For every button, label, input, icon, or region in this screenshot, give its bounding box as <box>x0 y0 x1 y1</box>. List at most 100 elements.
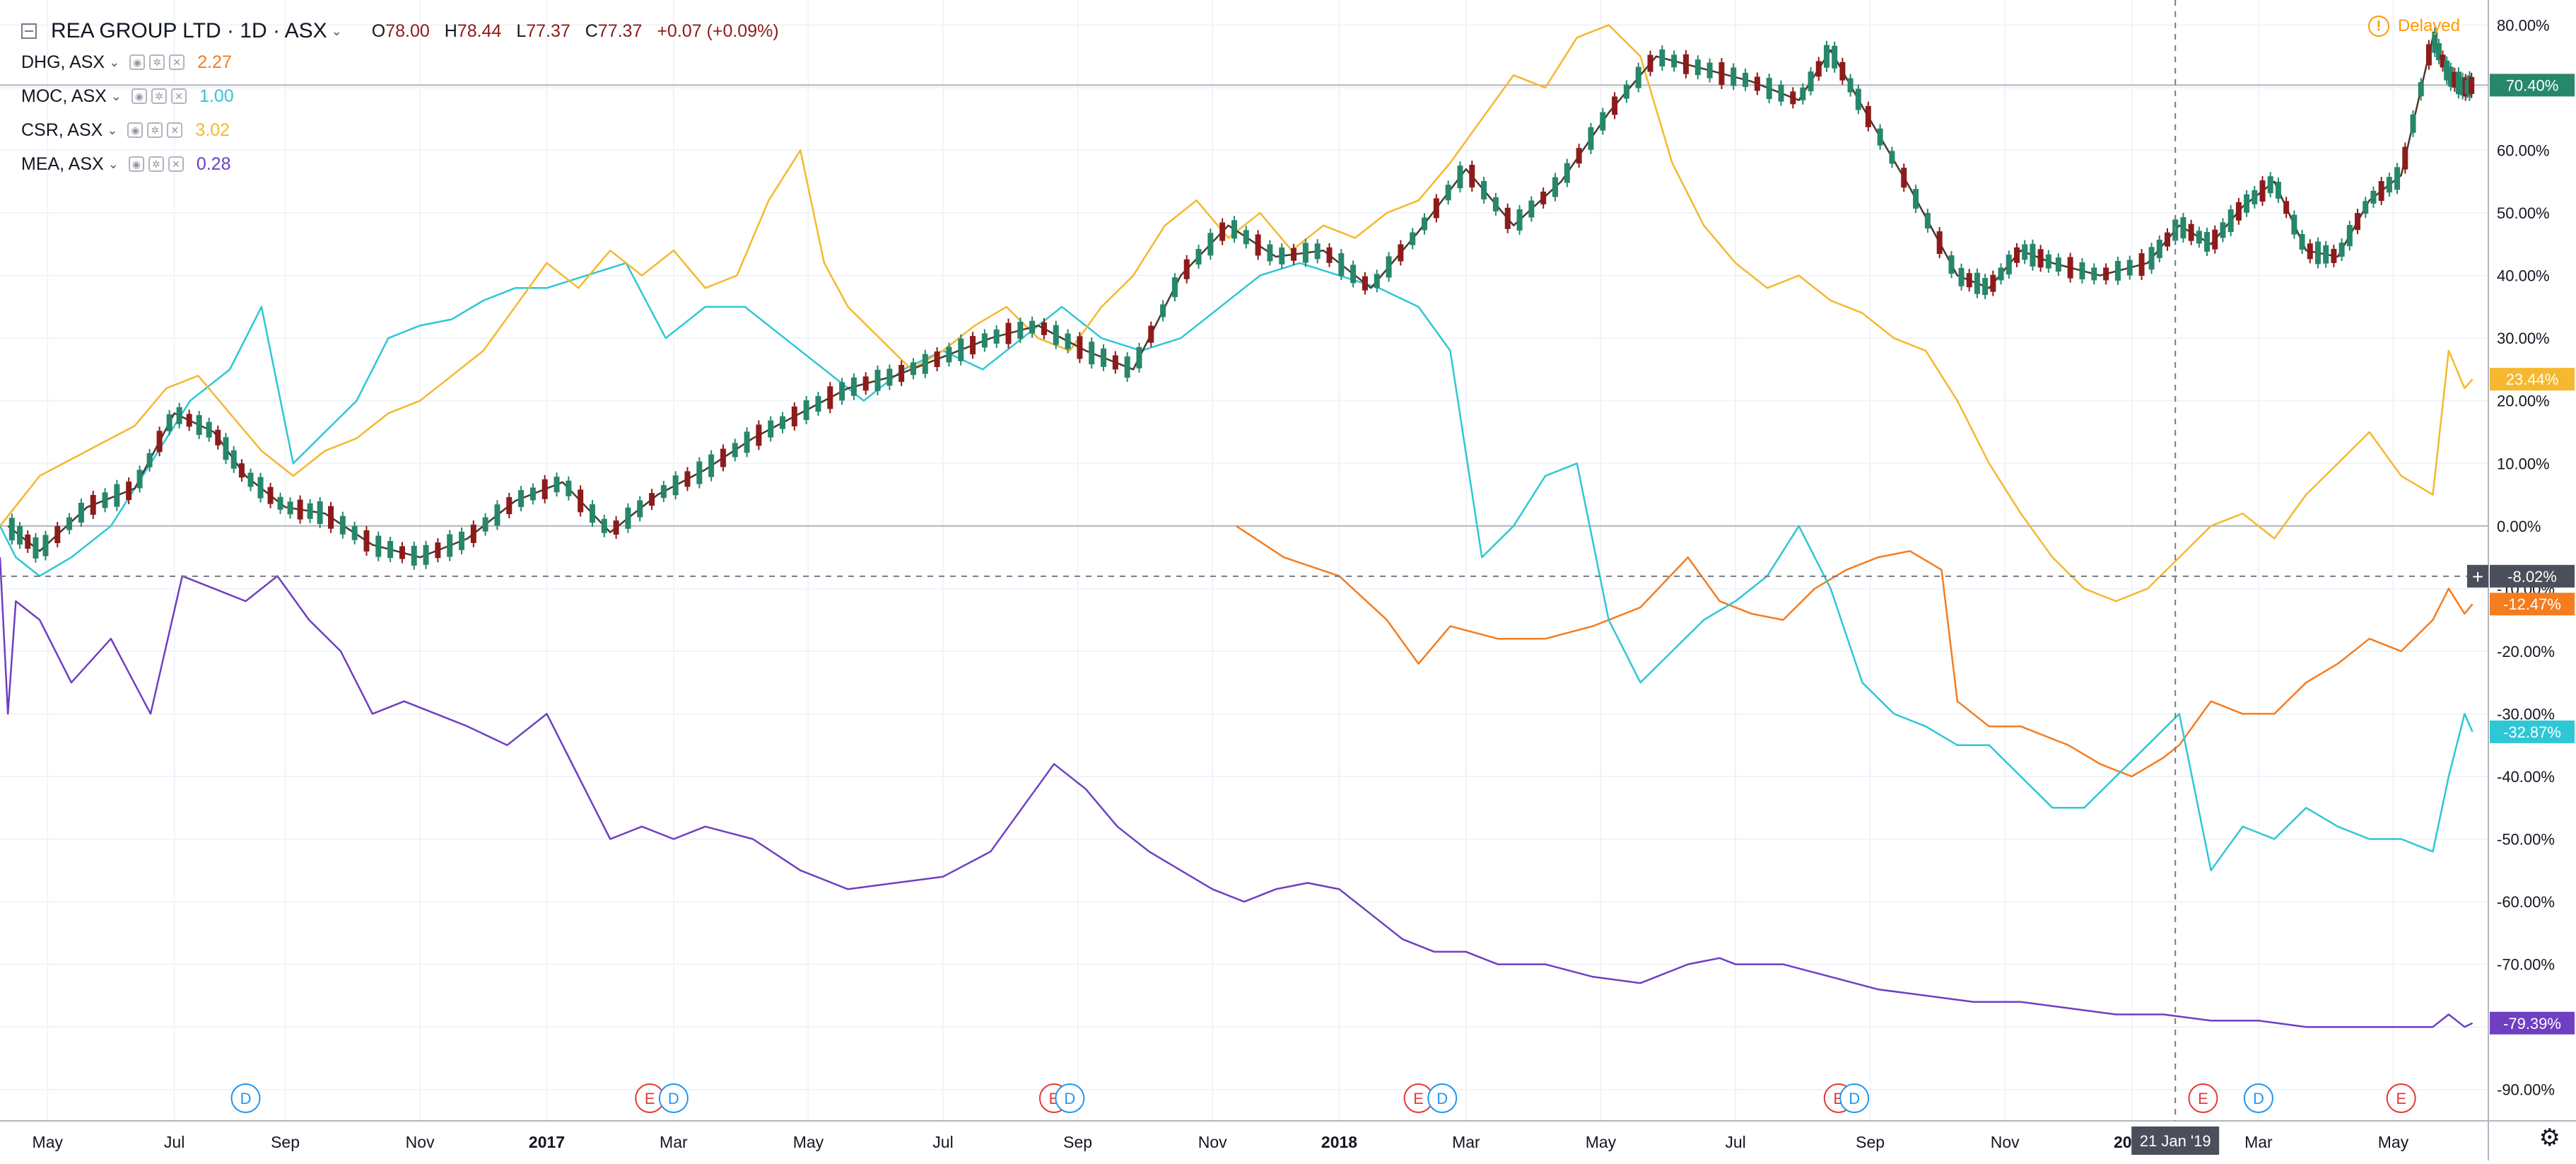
candle-body <box>1576 148 1582 164</box>
close-icon[interactable]: ✕ <box>170 88 187 104</box>
candle-body <box>696 461 703 484</box>
candle-body <box>1171 277 1178 298</box>
last-value-label: 23.44% <box>2506 371 2559 388</box>
chevron-down-icon[interactable]: ⌄ <box>331 23 342 38</box>
legend-item-csr[interactable]: CSR, ASX ⌄ ◉ ✲ ✕ 3.02 <box>21 113 789 147</box>
candle-body <box>910 362 916 376</box>
candle-body <box>2196 231 2202 244</box>
legend-value: 3.02 <box>195 120 230 140</box>
candle-body <box>277 496 283 510</box>
crosshair-plus-button <box>2467 564 2488 588</box>
candle-body <box>2022 244 2028 260</box>
legend-value: 1.00 <box>199 86 234 106</box>
last-value-label: -12.47% <box>2503 595 2561 613</box>
candle-body <box>1350 264 1357 284</box>
y-tick-label: -60.00% <box>2497 893 2555 911</box>
candle-body <box>1410 232 1416 245</box>
candle-body <box>206 421 212 438</box>
candle-body <box>54 525 61 543</box>
candle-body <box>1291 248 1297 261</box>
gear-icon[interactable]: ✲ <box>147 122 163 138</box>
candle-body <box>126 481 132 500</box>
close-icon[interactable]: ✕ <box>169 54 185 70</box>
legend-value: 2.27 <box>197 52 232 72</box>
legend-item-dhg[interactable]: DHG, ASX ⌄ ◉ ✲ ✕ 2.27 <box>21 45 789 79</box>
candle-body <box>351 525 358 540</box>
candle-body <box>1877 128 1883 146</box>
candle-body <box>541 479 548 499</box>
eye-icon[interactable]: ◉ <box>127 122 144 138</box>
candle-body <box>2444 60 2450 81</box>
y-tick-label: -20.00% <box>2497 643 2555 660</box>
candle-body <box>102 492 108 508</box>
x-tick-label: May <box>2378 1133 2409 1151</box>
eye-icon[interactable]: ◉ <box>129 54 146 70</box>
candle-body <box>146 453 153 467</box>
candle-body <box>2259 180 2266 202</box>
candle-body <box>1136 347 1142 368</box>
candle-body <box>578 489 584 513</box>
candle-body <box>447 534 453 557</box>
candle-body <box>1754 76 1760 91</box>
x-tick-label: Sep <box>1063 1133 1092 1151</box>
crosshair-y-label-bg <box>2490 564 2575 588</box>
x-tick-label: May <box>1586 1133 1617 1151</box>
candle-body <box>1255 234 1261 256</box>
candle-body <box>1398 244 1404 262</box>
low-label: L <box>516 21 527 41</box>
candle-body <box>2045 254 2051 269</box>
candle-body <box>2103 267 2109 281</box>
candle-body <box>1160 304 1166 318</box>
eye-icon[interactable]: ◉ <box>131 88 147 104</box>
candle-body <box>1924 213 1931 229</box>
candle-body <box>297 499 303 520</box>
candle-body <box>2244 194 2250 213</box>
series-line-moc <box>0 262 2473 872</box>
candle-body <box>2164 232 2170 247</box>
candle-body <box>839 382 845 401</box>
chevron-down-icon[interactable]: ⌄ <box>107 122 118 137</box>
gear-icon[interactable]: ✲ <box>151 88 167 104</box>
collapse-icon[interactable] <box>21 23 37 39</box>
eye-icon[interactable]: ◉ <box>128 156 144 172</box>
legend-symbol-name[interactable]: DHG, ASX <box>21 52 105 72</box>
close-icon[interactable]: ✕ <box>167 122 183 138</box>
delayed-indicator[interactable]: ! Delayed <box>2367 16 2460 37</box>
last-value-badge <box>2490 368 2575 391</box>
candle-body <box>1065 333 1071 349</box>
candle-body <box>554 477 560 493</box>
legend-symbol-name[interactable]: CSR, ASX <box>21 120 103 140</box>
legend-item-moc[interactable]: MOC, ASX ⌄ ◉ ✲ ✕ 1.00 <box>21 79 789 113</box>
chevron-down-icon[interactable]: ⌄ <box>110 88 122 103</box>
legend-symbol-name[interactable]: MOC, ASX <box>21 86 107 106</box>
legend-value: 0.28 <box>196 153 231 174</box>
candle-body <box>850 377 857 396</box>
candle-body <box>732 443 738 458</box>
candle-body <box>1936 231 1943 255</box>
chevron-down-icon[interactable]: ⌄ <box>107 156 119 171</box>
candle-body <box>307 503 313 519</box>
y-tick-label: 60.00% <box>2497 142 2550 160</box>
close-icon[interactable]: ✕ <box>168 156 184 172</box>
gear-icon[interactable]: ⚙ <box>2539 1124 2560 1151</box>
candle-body <box>1219 222 1226 241</box>
symbol-title[interactable]: REA GROUP LTD · 1D · ASX <box>51 19 327 42</box>
candle-body <box>934 351 940 368</box>
candle-body <box>1183 259 1190 279</box>
candle-body <box>1966 273 1972 288</box>
candle-body <box>1029 320 1036 334</box>
candle-body <box>1326 247 1333 263</box>
series-line-dhg <box>1236 525 2473 778</box>
candle-body <box>1374 274 1380 289</box>
legend-item-mea[interactable]: MEA, ASX ⌄ ◉ ✲ ✕ 0.28 <box>21 147 789 181</box>
candle-body <box>2138 253 2145 277</box>
gear-icon[interactable]: ✲ <box>149 54 165 70</box>
chevron-down-icon[interactable]: ⌄ <box>109 54 120 69</box>
candle-body <box>1386 256 1392 278</box>
legend-symbol-name[interactable]: MEA, ASX <box>21 153 104 174</box>
candle-body <box>1901 168 1907 188</box>
x-tick-label: Sep <box>271 1133 300 1151</box>
gear-icon[interactable]: ✲ <box>148 156 164 172</box>
